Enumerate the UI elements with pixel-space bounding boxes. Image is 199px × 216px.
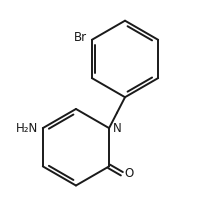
Text: N: N [113,122,121,135]
Text: O: O [125,167,134,180]
Text: H₂N: H₂N [16,122,38,135]
Text: Br: Br [74,31,87,44]
